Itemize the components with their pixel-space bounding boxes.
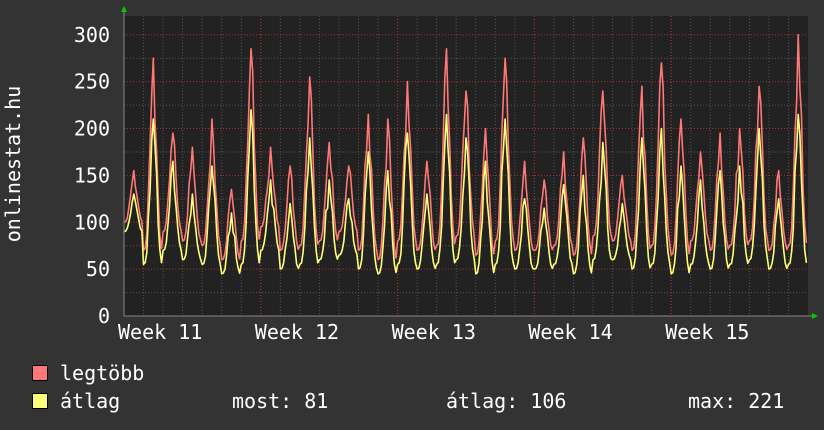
legend-row-avg: átlag most: 81 átlag: 106 max: 221 bbox=[32, 388, 812, 414]
y-tick-label: 300 bbox=[74, 23, 110, 47]
y-axis-label: onlinestat.hu bbox=[1, 86, 25, 243]
y-axis-arrow bbox=[121, 6, 127, 12]
chart: 0 50 100 150 200 250 300 Week 11 Week 12 Week 13 W… bbox=[1, 6, 818, 344]
x-tick-label: Week 11 bbox=[118, 320, 202, 344]
legend-row-max: legtöbb bbox=[32, 360, 144, 386]
legend-swatch-avg bbox=[32, 393, 48, 409]
x-tick-label: Week 14 bbox=[528, 320, 612, 344]
y-tick-label: 150 bbox=[74, 163, 110, 187]
x-axis-arrow bbox=[812, 313, 818, 319]
legend-swatch-max bbox=[32, 365, 48, 381]
stat-now: most: 81 bbox=[232, 389, 329, 413]
stat-avg: átlag: 106 bbox=[446, 389, 567, 413]
legend-label-avg: átlag bbox=[60, 389, 121, 413]
x-tick-label: Week 12 bbox=[255, 320, 339, 344]
legend: legtöbb átlag most: 81 átlag: 106 max: 2… bbox=[0, 360, 824, 424]
y-tick-label: 100 bbox=[74, 210, 110, 234]
plot-area bbox=[124, 16, 808, 316]
x-tick-label: Week 13 bbox=[392, 320, 476, 344]
y-tick-label: 200 bbox=[74, 117, 110, 141]
chart-svg: 0 50 100 150 200 250 300 Week 11 Week 12 Week 13 W… bbox=[1, 6, 818, 344]
stat-max: max: 221 bbox=[688, 389, 785, 413]
x-tick-label: Week 15 bbox=[665, 320, 749, 344]
legend-label-max: legtöbb bbox=[60, 361, 145, 385]
y-tick-label: 0 bbox=[98, 304, 110, 328]
series-line-1 bbox=[123, 109, 808, 275]
y-tick-label: 250 bbox=[74, 70, 110, 94]
series-line-0 bbox=[123, 34, 808, 261]
y-tick-label: 50 bbox=[86, 257, 110, 281]
